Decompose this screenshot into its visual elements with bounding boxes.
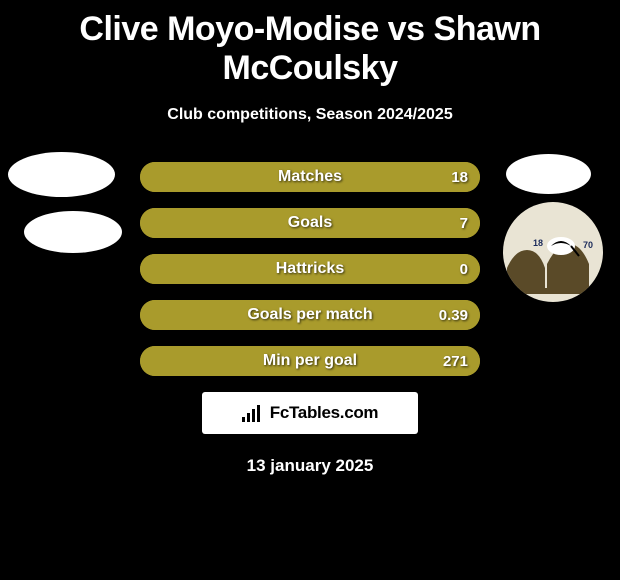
club-badge-arch-icon: 18 70 [505,234,603,294]
stat-row: Goals per match0.39 [140,300,480,330]
stat-row: Goals7 [140,208,480,238]
stat-label: Min per goal [140,346,480,376]
page-title: Clive Moyo-Modise vs Shawn McCoulsky [0,0,620,88]
stat-label: Goals per match [140,300,480,330]
stat-row: Matches18 [140,162,480,192]
right-avatar-column: 18 70 [498,162,618,302]
stat-row: Min per goal271 [140,346,480,376]
stat-value-right: 0.39 [439,300,468,330]
stat-label: Hattricks [140,254,480,284]
player-left-avatar [8,152,115,197]
stat-value-right: 7 [460,208,468,238]
brand-box: FcTables.com [202,392,418,434]
stat-value-right: 271 [443,346,468,376]
left-avatar-column [2,162,122,253]
club-right-badge: 18 70 [503,202,603,302]
page-subtitle: Club competitions, Season 2024/2025 [0,106,620,124]
stat-label: Goals [140,208,480,238]
player-right-avatar [506,154,591,194]
club-left-badge [24,211,122,253]
stat-row: Hattricks0 [140,254,480,284]
svg-text:18: 18 [533,238,543,248]
date-label: 13 january 2025 [0,456,620,476]
stats-area: 18 70 Matches18Goals7Hattricks0Goals per… [0,162,620,376]
brand-bars-icon [242,404,266,422]
stat-label: Matches [140,162,480,192]
svg-text:70: 70 [583,240,593,250]
stat-value-right: 18 [451,162,468,192]
stat-value-right: 0 [460,254,468,284]
brand-label: FcTables.com [270,403,379,423]
stat-bars: Matches18 Goals7 Hattricks0 Goals per match… [140,162,480,376]
